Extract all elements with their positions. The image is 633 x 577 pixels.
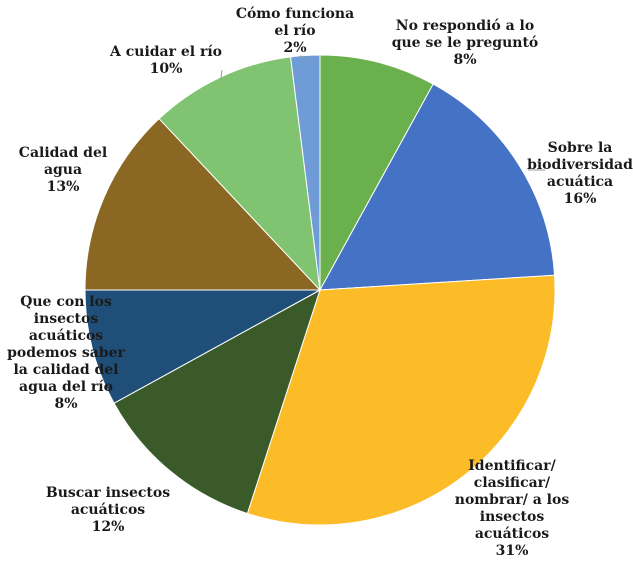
pie-slices [84, 54, 556, 526]
slice-labels: No respondió a lo que se le preguntó 8% Sob… [7, 6, 633, 559]
pie-slice [113, 288, 321, 515]
slice-label: Cómo funciona el río 2% [236, 6, 354, 56]
slice-label: A cuidar el río 10% [109, 44, 222, 77]
leader-line [299, 55, 306, 58]
slice-label: Que con los insectos acuáticos podemos sabe… [7, 294, 125, 412]
slice-label: No respondió a lo que se le preguntó 8% [392, 18, 539, 68]
leader-lines [220, 55, 545, 171]
pie-slice [84, 117, 322, 291]
pie-slice [246, 274, 556, 526]
slice-label: Sobre la biodiversidad acuática 16% [527, 140, 633, 207]
pie-slice [289, 54, 321, 291]
pie-slice [84, 289, 321, 404]
slice-label: Calidad del agua 13% [19, 145, 107, 195]
slice-label: Identificar/clasificar/nombrar/ a los ins… [455, 458, 570, 559]
leader-line [220, 69, 223, 80]
pie-slice [319, 83, 556, 291]
pie-slice [319, 54, 434, 291]
pie-slice [158, 56, 321, 292]
slice-label: Buscar insectos acuáticos 12% [46, 485, 170, 535]
